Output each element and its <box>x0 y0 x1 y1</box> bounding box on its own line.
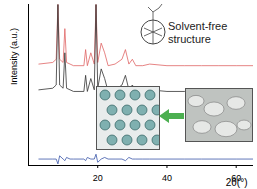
svg-text:Intensity (a.u.): Intensity (a.u.) <box>9 28 19 85</box>
svg-text:40: 40 <box>162 173 172 183</box>
svg-text:20: 20 <box>93 173 103 183</box>
html-text:Solvent-free structure: Solvent-free structure <box>168 20 228 45</box>
svg-text:2θ(°): 2θ(°) <box>226 177 248 188</box>
